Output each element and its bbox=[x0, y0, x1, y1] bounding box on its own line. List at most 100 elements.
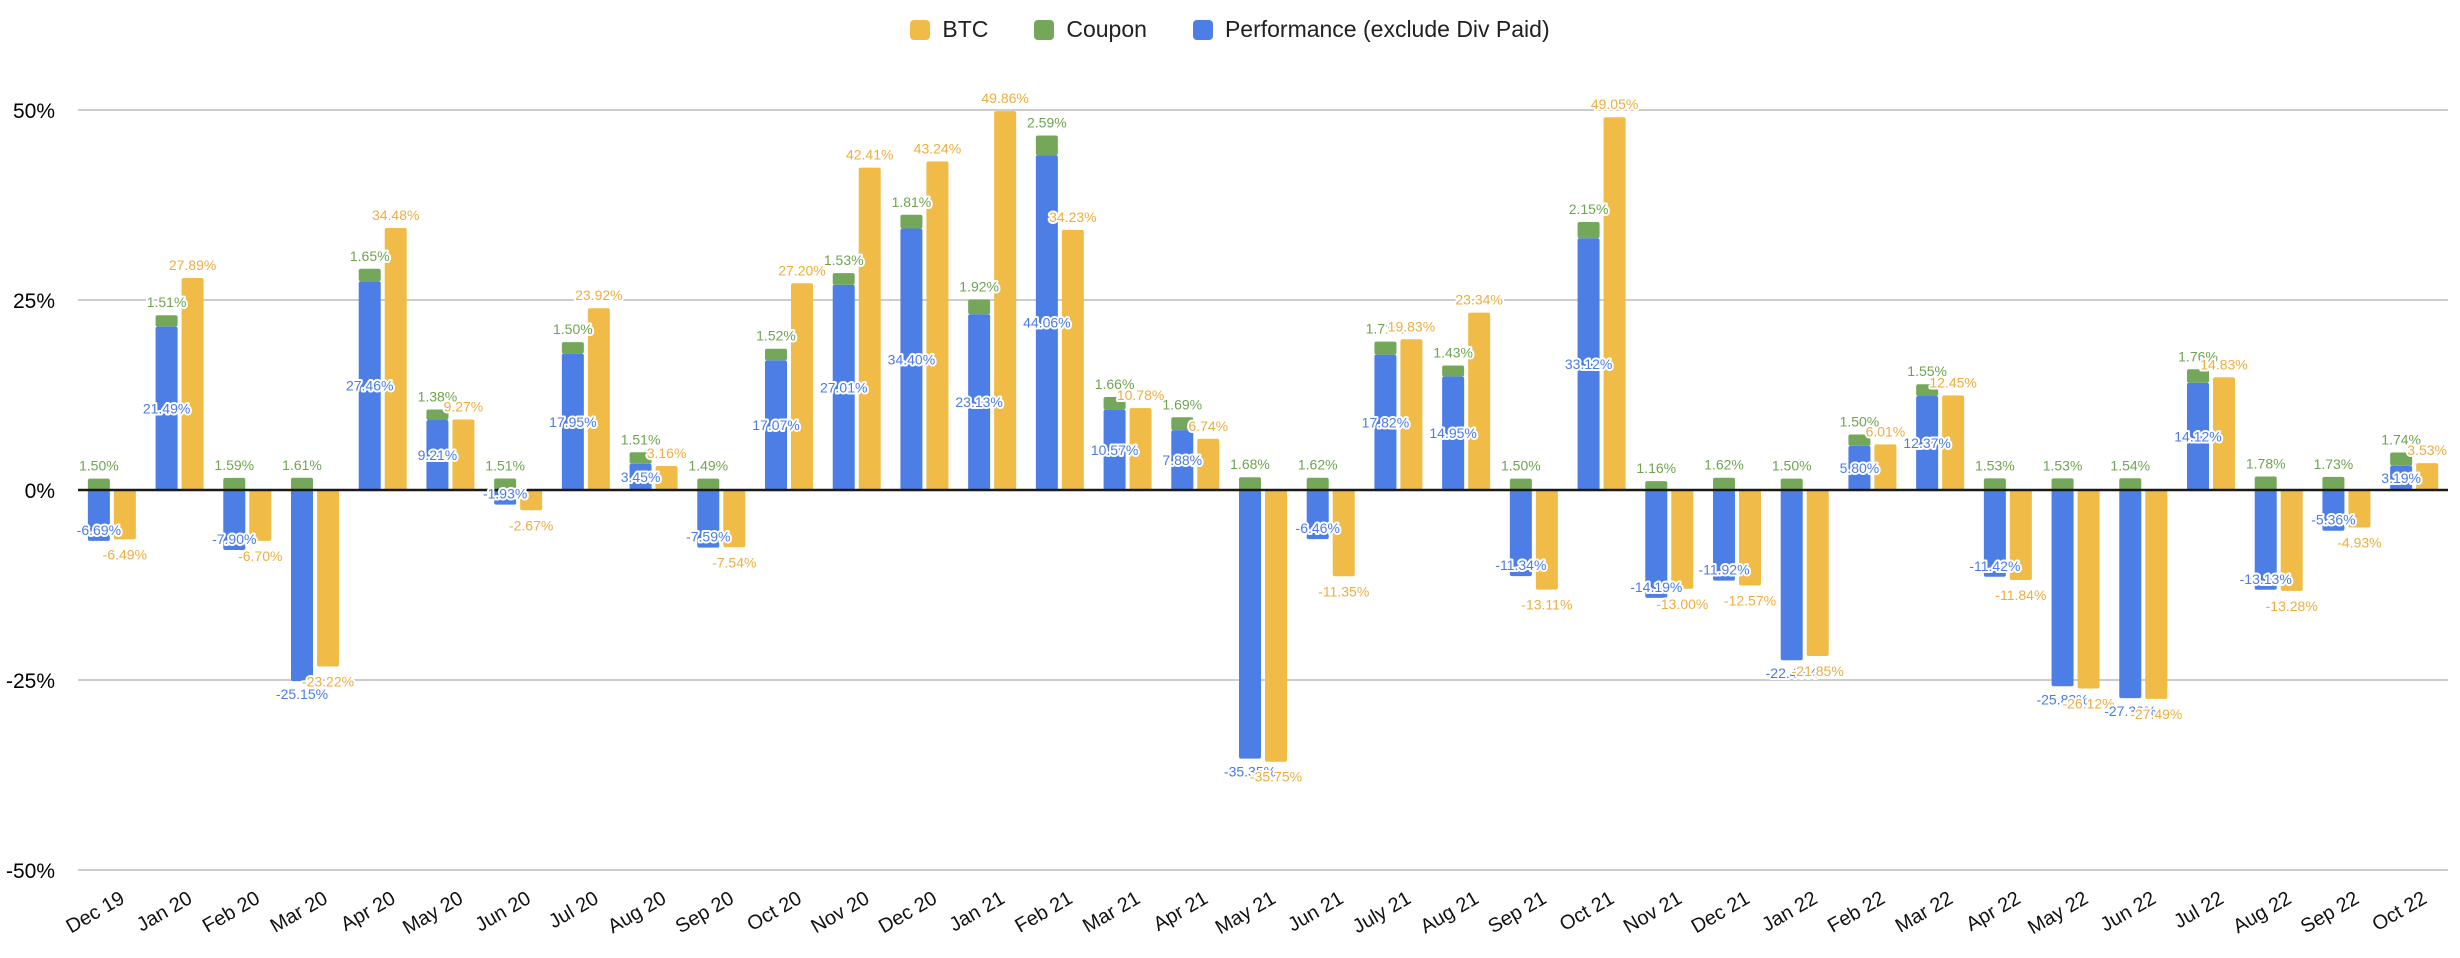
bar-performance[interactable] bbox=[1103, 409, 1126, 490]
bar-btc[interactable] bbox=[1061, 229, 1084, 491]
bar-btc[interactable] bbox=[1806, 490, 1829, 657]
bar-performance[interactable] bbox=[900, 228, 923, 490]
bar-coupon[interactable] bbox=[1509, 478, 1532, 490]
legend-item-performance[interactable]: Performance (exclude Div Paid) bbox=[1192, 16, 1550, 43]
bar-performance[interactable] bbox=[2254, 490, 2277, 590]
bar-performance[interactable] bbox=[494, 490, 517, 505]
bar-performance[interactable] bbox=[87, 490, 110, 541]
bar-coupon[interactable] bbox=[697, 478, 720, 490]
bar-coupon[interactable] bbox=[1645, 481, 1668, 490]
bar-performance[interactable] bbox=[223, 490, 246, 551]
bar-btc[interactable] bbox=[2416, 463, 2439, 490]
bar-btc[interactable] bbox=[1400, 339, 1423, 490]
bar-btc[interactable] bbox=[2009, 490, 2032, 580]
bar-performance[interactable] bbox=[2119, 490, 2142, 699]
legend-item-btc[interactable]: BTC bbox=[910, 16, 988, 43]
bar-performance[interactable] bbox=[697, 490, 720, 548]
bar-btc[interactable] bbox=[1671, 490, 1694, 589]
bar-coupon[interactable] bbox=[1103, 397, 1126, 410]
bar-btc[interactable] bbox=[1942, 395, 1965, 490]
bar-coupon[interactable] bbox=[2051, 478, 2074, 490]
bar-btc[interactable] bbox=[1332, 490, 1355, 577]
bar-coupon[interactable] bbox=[223, 477, 246, 490]
bar-performance[interactable] bbox=[1848, 445, 1871, 490]
bar-performance[interactable] bbox=[832, 284, 855, 490]
bar-coupon[interactable] bbox=[968, 299, 991, 315]
bar-btc[interactable] bbox=[317, 490, 339, 667]
bar-performance[interactable] bbox=[1239, 490, 1261, 759]
bar-coupon[interactable] bbox=[2322, 476, 2345, 490]
bar-performance[interactable] bbox=[1171, 430, 1194, 490]
bar-btc[interactable] bbox=[249, 490, 272, 541]
bar-btc[interactable] bbox=[587, 308, 610, 490]
bar-btc[interactable] bbox=[113, 490, 136, 540]
bar-btc[interactable] bbox=[2077, 490, 2100, 689]
bar-performance[interactable] bbox=[2051, 490, 2074, 687]
bar-coupon[interactable] bbox=[900, 214, 923, 229]
bar-performance[interactable] bbox=[629, 463, 652, 490]
bar-coupon[interactable] bbox=[426, 409, 449, 421]
bar-btc[interactable] bbox=[1468, 312, 1491, 490]
bar-coupon[interactable] bbox=[765, 348, 787, 361]
bar-performance[interactable] bbox=[2187, 382, 2209, 490]
bar-performance[interactable] bbox=[1577, 238, 1600, 490]
bar-performance[interactable] bbox=[765, 360, 787, 490]
bar-performance[interactable] bbox=[291, 490, 313, 682]
bar-btc[interactable] bbox=[926, 161, 949, 490]
bar-performance[interactable] bbox=[968, 314, 991, 490]
bar-coupon[interactable] bbox=[1171, 417, 1194, 431]
bar-performance[interactable] bbox=[1374, 354, 1397, 490]
bar-performance[interactable] bbox=[1713, 490, 1735, 581]
bar-btc[interactable] bbox=[1535, 490, 1558, 590]
bar-coupon[interactable] bbox=[358, 268, 381, 282]
bar-btc[interactable] bbox=[181, 278, 204, 490]
bar-coupon[interactable] bbox=[1442, 365, 1465, 377]
bar-coupon[interactable] bbox=[832, 273, 855, 285]
bar-performance[interactable] bbox=[1780, 490, 1803, 661]
bar-btc[interactable] bbox=[858, 167, 881, 490]
bar-btc[interactable] bbox=[1739, 490, 1761, 586]
bar-btc[interactable] bbox=[1265, 490, 1287, 762]
bar-coupon[interactable] bbox=[87, 478, 110, 490]
bar-coupon[interactable] bbox=[494, 478, 517, 490]
bar-performance[interactable] bbox=[1306, 490, 1329, 540]
bar-performance[interactable] bbox=[1509, 490, 1532, 577]
bar-coupon[interactable] bbox=[2119, 478, 2142, 490]
bar-coupon[interactable] bbox=[291, 477, 313, 490]
bar-performance[interactable] bbox=[426, 420, 449, 490]
bar-coupon[interactable] bbox=[1306, 477, 1329, 490]
bar-btc[interactable] bbox=[2213, 377, 2235, 490]
bar-btc[interactable] bbox=[1197, 438, 1220, 490]
bar-coupon[interactable] bbox=[1239, 477, 1261, 490]
bar-coupon[interactable] bbox=[1848, 434, 1871, 446]
bar-coupon[interactable] bbox=[155, 315, 178, 327]
bar-coupon[interactable] bbox=[2390, 452, 2413, 466]
bar-btc[interactable] bbox=[994, 111, 1017, 491]
bar-performance[interactable] bbox=[1035, 155, 1058, 491]
bar-performance[interactable] bbox=[1916, 395, 1939, 490]
bar-btc[interactable] bbox=[1603, 117, 1626, 490]
bar-coupon[interactable] bbox=[629, 452, 652, 464]
bar-performance[interactable] bbox=[1645, 490, 1668, 598]
bar-performance[interactable] bbox=[1983, 490, 2006, 577]
bar-coupon[interactable] bbox=[1713, 477, 1735, 490]
bar-coupon[interactable] bbox=[1983, 478, 2006, 490]
bar-performance[interactable] bbox=[561, 353, 584, 490]
bar-btc[interactable] bbox=[1129, 408, 1152, 490]
bar-coupon[interactable] bbox=[1035, 135, 1058, 156]
bar-btc[interactable] bbox=[723, 490, 746, 548]
bar-btc[interactable] bbox=[655, 465, 678, 490]
bar-coupon[interactable] bbox=[2254, 476, 2277, 490]
bar-coupon[interactable] bbox=[561, 342, 584, 354]
bar-performance[interactable] bbox=[358, 281, 381, 490]
bar-btc[interactable] bbox=[1874, 444, 1897, 490]
bar-coupon[interactable] bbox=[2187, 369, 2209, 383]
bar-btc[interactable] bbox=[520, 490, 543, 511]
bar-performance[interactable] bbox=[155, 326, 178, 490]
bar-btc[interactable] bbox=[2145, 490, 2168, 699]
bar-btc[interactable] bbox=[2348, 490, 2371, 528]
bar-btc[interactable] bbox=[2280, 490, 2303, 591]
bar-btc[interactable] bbox=[791, 283, 813, 490]
bar-performance[interactable] bbox=[1442, 376, 1465, 490]
